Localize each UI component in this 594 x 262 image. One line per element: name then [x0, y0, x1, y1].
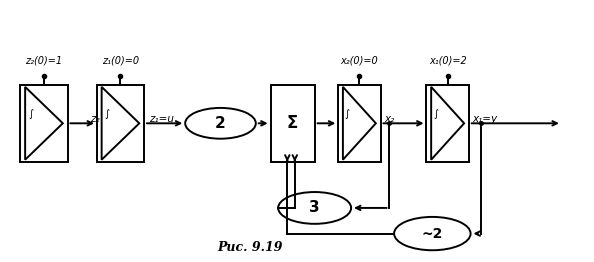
Text: ∫: ∫ — [105, 109, 110, 119]
Text: x₂(0)=0: x₂(0)=0 — [340, 56, 378, 66]
Bar — [338, 85, 381, 162]
Text: x₂: x₂ — [384, 114, 394, 124]
Bar — [20, 85, 68, 162]
Text: Рис. 9.19: Рис. 9.19 — [217, 241, 283, 254]
Bar — [426, 85, 469, 162]
Text: z₁=u: z₁=u — [148, 114, 173, 124]
Text: ∫: ∫ — [345, 109, 350, 119]
Text: x₁(0)=2: x₁(0)=2 — [429, 56, 466, 66]
Circle shape — [394, 217, 470, 250]
Circle shape — [278, 192, 351, 224]
Text: 2: 2 — [215, 116, 226, 131]
Circle shape — [185, 108, 256, 139]
Text: z₂(0)=1: z₂(0)=1 — [26, 56, 62, 66]
Text: 3: 3 — [309, 200, 320, 215]
Text: ∫: ∫ — [433, 109, 438, 119]
Bar — [97, 85, 144, 162]
Text: z₂: z₂ — [90, 114, 99, 124]
Text: Σ: Σ — [287, 114, 298, 132]
Text: ~2: ~2 — [422, 227, 443, 241]
Text: ∫: ∫ — [29, 109, 33, 119]
Text: z₁(0)=0: z₁(0)=0 — [102, 56, 139, 66]
Bar — [270, 85, 315, 162]
Text: x₁=y: x₁=y — [472, 114, 498, 124]
